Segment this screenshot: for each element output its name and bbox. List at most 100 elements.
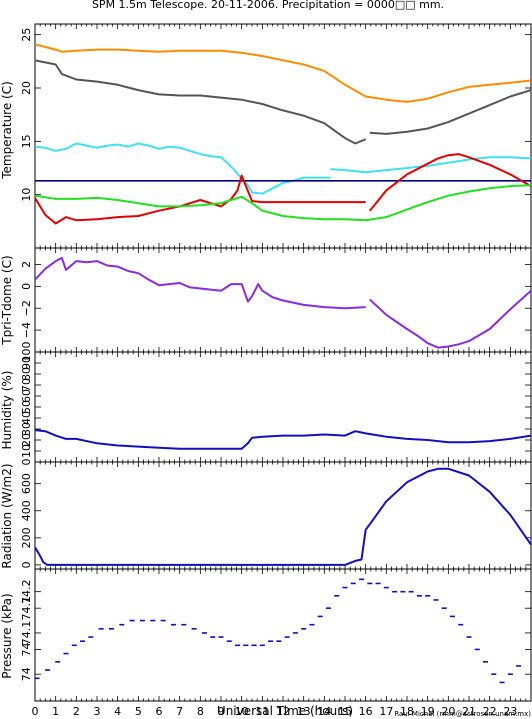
x-tick-label: 21 <box>462 705 476 718</box>
chart-panels: 10 15 20 25 Temperature (C) −4 −2 0 2 Tpri-Tdome … <box>0 23 532 718</box>
pressure-point <box>516 665 522 667</box>
x-tick-label: 0 <box>32 705 39 718</box>
y-axis-label: Tpri-Tdome (C) <box>0 255 14 345</box>
pressure-point <box>474 648 480 651</box>
pressure-point <box>301 628 307 630</box>
pressure-point <box>375 582 381 585</box>
pressure-point <box>425 595 431 597</box>
pressure-point <box>210 636 216 638</box>
pressure-point <box>268 640 274 642</box>
plot-area <box>35 429 531 450</box>
y-tick-label: −2 <box>20 300 33 316</box>
x-tick-label: 12 <box>276 705 290 718</box>
y-tick-label: 25 <box>20 28 33 42</box>
series-line-gray <box>35 59 367 145</box>
pressure-point <box>359 578 365 581</box>
y-tick-label: 0 <box>20 459 33 466</box>
x-tick-label: 13 <box>297 705 311 718</box>
x-tick-label: 4 <box>114 705 121 718</box>
y-tick-label: 600 <box>20 473 33 494</box>
x-tick-label: 15 <box>338 705 352 718</box>
y-tick-label: 30 <box>20 422 33 436</box>
y-tick-label: 50 <box>20 400 33 414</box>
plot-area <box>35 43 531 225</box>
x-tick-label: 16 <box>359 705 373 718</box>
plot-area <box>35 467 531 566</box>
series-line-green <box>35 184 531 222</box>
y-tick-label: −4 <box>20 322 33 338</box>
pressure-point <box>243 644 249 647</box>
y-tick-label: 15 <box>20 134 33 148</box>
y-tick-label: 20 <box>20 433 33 447</box>
pressure-point <box>392 590 398 593</box>
y-tick-label: 74.2 <box>20 579 33 604</box>
pressure-point <box>63 652 69 655</box>
series-line-purple <box>35 256 366 310</box>
pressure-point <box>458 623 464 626</box>
y-tick-label: 74.1 <box>20 596 33 621</box>
pressure-point <box>160 619 166 622</box>
x-tick-label: 14 <box>317 705 331 718</box>
y-tick-label: 10 <box>20 188 33 202</box>
pressure-point <box>449 615 455 618</box>
pressure-point <box>71 644 77 647</box>
pressure-point <box>441 607 447 609</box>
y-tick-label: 60 <box>20 389 33 403</box>
pressure-point <box>235 644 241 647</box>
pressure-point <box>259 644 265 647</box>
pressure-point <box>292 632 298 634</box>
series-line-blue <box>35 467 531 566</box>
pressure-point <box>129 619 135 622</box>
x-tick-label: 18 <box>400 705 414 718</box>
pressure-point <box>80 640 86 642</box>
pressure-point <box>98 628 104 630</box>
pressure-point <box>400 590 406 593</box>
chart-panel-4: 0 200 400 600 Radiation (W/m2) <box>0 461 532 570</box>
x-tick-label: 17 <box>379 705 393 718</box>
series-line-gray <box>369 89 531 135</box>
y-axis-label: Radiation (W/m2) <box>0 463 14 568</box>
pressure-point <box>251 644 257 647</box>
y-tick-label: 20 <box>20 81 33 95</box>
pressure-point <box>309 623 315 626</box>
y-tick-label: 80 <box>20 367 33 381</box>
x-tick-label: 2 <box>73 705 80 718</box>
pressure-point <box>119 623 125 626</box>
y-axis-label: Temperature (C) <box>0 81 14 180</box>
pressure-point <box>416 595 422 597</box>
pressure-point <box>150 619 156 622</box>
y-tick-label: 40 <box>20 411 33 425</box>
x-tick-label: 9 <box>218 705 225 718</box>
plot-area <box>35 256 531 349</box>
pressure-point <box>317 615 323 618</box>
figure-title: SPM 1.5m Telescope. 20-11-2006. Precipit… <box>92 0 444 11</box>
x-tick-label: 3 <box>94 705 101 718</box>
y-tick-label: 10 <box>20 444 33 458</box>
pressure-point <box>483 661 489 663</box>
pressure-point <box>367 582 373 585</box>
chart-panel-1: 10 15 20 25 Temperature (C) <box>0 23 532 249</box>
x-tick-label: 5 <box>135 705 142 718</box>
x-tick-label: 11 <box>255 705 269 718</box>
pressure-point <box>218 636 224 638</box>
series-line-blue <box>35 429 531 450</box>
pressure-point <box>499 681 505 684</box>
y-tick-label: 400 <box>20 500 33 521</box>
y-axis-label: Pressure (kPa) <box>0 593 14 678</box>
series-line-purple <box>369 289 531 349</box>
y-tick-label: 90 <box>20 356 33 370</box>
plot-area <box>35 578 522 684</box>
pressure-point <box>507 673 513 675</box>
pressure-point <box>408 590 414 593</box>
pressure-point <box>350 582 356 585</box>
pressure-point <box>491 673 497 675</box>
pressure-point <box>139 619 145 622</box>
pressure-point <box>325 607 331 609</box>
pressure-point <box>201 632 207 634</box>
y-tick-label: 70 <box>20 378 33 392</box>
chart-panel-2: −4 −2 0 2 Tpri-Tdome (C) <box>0 247 532 353</box>
x-tick-label: 20 <box>441 705 455 718</box>
